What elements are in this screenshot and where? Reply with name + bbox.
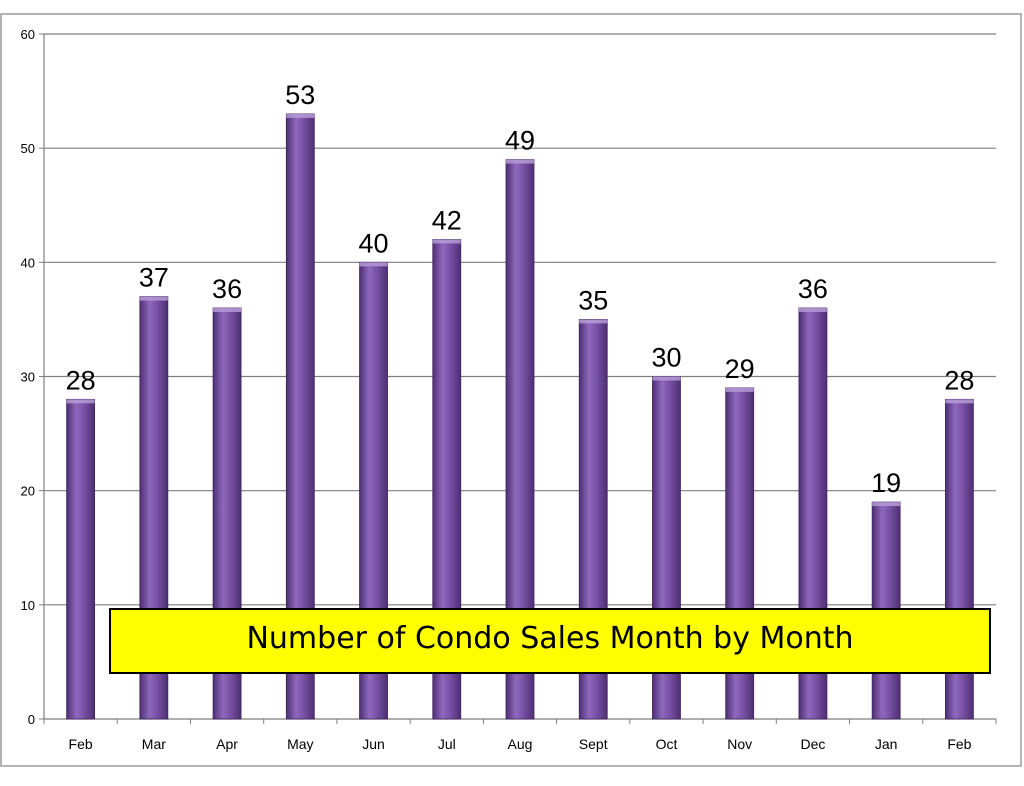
x-tick-label: Aug: [508, 736, 533, 752]
x-tick-label: Feb: [69, 736, 93, 752]
bar-top-highlight: [286, 113, 315, 118]
y-tick-label: 50: [21, 141, 35, 156]
chart-title: Number of Condo Sales Month by Month: [246, 621, 853, 656]
data-label: 49: [505, 126, 535, 156]
x-tick-label: May: [287, 736, 313, 752]
bar-top-highlight: [872, 502, 901, 507]
x-tick-label: Oct: [656, 736, 678, 752]
data-label: 28: [944, 365, 974, 395]
bar-top-highlight: [432, 239, 461, 244]
x-tick-label: Sept: [579, 736, 608, 752]
x-tick-label: Jun: [362, 736, 385, 752]
data-label: 19: [871, 468, 901, 498]
data-label: 29: [725, 354, 755, 384]
y-tick-label: 10: [21, 598, 35, 613]
x-tick-label: Mar: [142, 736, 166, 752]
bar-top-highlight: [652, 376, 681, 381]
y-tick-label: 20: [21, 484, 35, 499]
title-box: Number of Condo Sales Month by Month: [109, 608, 991, 674]
bar-top-highlight: [579, 319, 608, 324]
data-label: 36: [798, 274, 828, 304]
gridlines: [44, 33, 996, 606]
bar-feb: [66, 398, 96, 720]
data-label: 28: [66, 365, 96, 395]
y-tick-label: 30: [21, 370, 35, 385]
data-label: 35: [578, 285, 608, 315]
data-label: 36: [212, 274, 242, 304]
bar-top-highlight: [213, 308, 242, 312]
bar-top-highlight: [725, 387, 754, 392]
x-tick-label: Jan: [875, 736, 898, 752]
data-label: 53: [285, 80, 315, 110]
bar-top-highlight: [945, 399, 974, 404]
bar-top-highlight: [139, 296, 168, 301]
x-tick-label: Feb: [947, 736, 971, 752]
bar-top-highlight: [359, 262, 388, 267]
bar-top-highlight: [798, 308, 827, 312]
data-label: 40: [359, 228, 389, 258]
data-labels: 28 37 36 53 40 42 49 35 30 29 36 19 28: [66, 80, 975, 498]
x-tick-label: Jul: [438, 736, 456, 752]
y-tick-label: 40: [21, 255, 35, 270]
x-tick-label: Dec: [800, 736, 825, 752]
y-tick-label: 0: [28, 712, 35, 727]
x-tick-label: Apr: [216, 736, 238, 752]
data-label: 42: [432, 206, 462, 236]
axes: 0 10 20 30 40 50 60 Feb Mar Apr May Jun Jul Aug Sept Oc…: [21, 27, 997, 752]
x-tick-label: Nov: [727, 736, 752, 752]
bar-top-highlight: [506, 159, 534, 164]
data-label: 37: [139, 263, 169, 293]
y-tick-label: 60: [21, 27, 35, 42]
bar-top-highlight: [66, 399, 95, 404]
data-label: 30: [651, 343, 681, 373]
